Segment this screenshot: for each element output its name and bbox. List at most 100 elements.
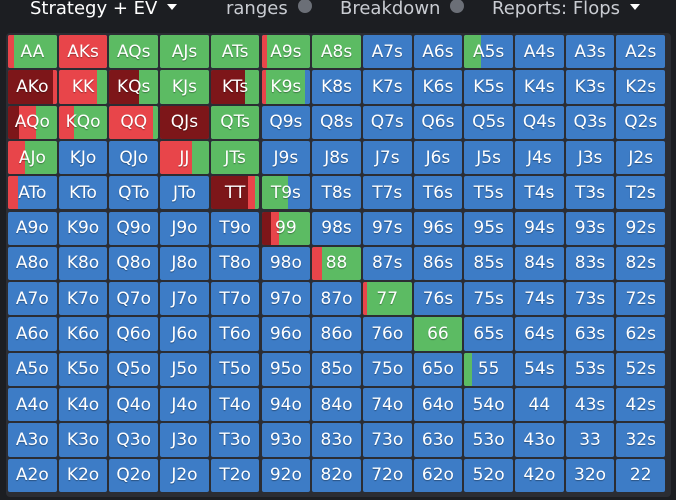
hand-cell[interactable]: 92o (261, 458, 311, 492)
hand-cell[interactable]: 74s (515, 282, 564, 316)
hand-cell[interactable]: T9o (210, 211, 260, 245)
hand-cell[interactable]: 96s (413, 211, 463, 245)
hand-cell[interactable]: 66 (413, 317, 463, 351)
hand-cell[interactable]: AA (8, 35, 57, 69)
hand-cell[interactable]: J5s (464, 140, 513, 175)
hand-cell[interactable]: KJo (58, 140, 108, 175)
hand-cell[interactable]: 72o (362, 458, 412, 492)
hand-cell[interactable]: 44 (515, 388, 564, 422)
hand-cell[interactable]: A7o (8, 282, 57, 316)
hand-cell[interactable]: K3s (565, 70, 615, 104)
hand-cell[interactable]: 43o (515, 423, 564, 457)
hand-cell[interactable]: J6o (160, 317, 209, 351)
hand-cell[interactable]: 54s (515, 352, 564, 386)
tab-strategy-ev[interactable]: Strategy + EV (30, 0, 178, 24)
hand-cell[interactable]: 65o (413, 352, 463, 386)
hand-cell[interactable]: 75o (362, 352, 412, 386)
hand-cell[interactable]: 75s (464, 282, 513, 316)
hand-cell[interactable]: 42o (515, 458, 564, 492)
hand-cell[interactable]: T7o (210, 282, 260, 316)
hand-cell[interactable]: KQo (58, 105, 108, 139)
hand-cell[interactable]: J7o (160, 282, 209, 316)
hand-cell[interactable]: Q8o (109, 246, 159, 281)
hand-cell[interactable]: A6s (413, 35, 463, 69)
hand-cell[interactable]: 95s (464, 211, 513, 245)
hand-cell[interactable]: 72s (616, 282, 666, 316)
hand-cell[interactable]: K7s (362, 70, 412, 104)
hand-cell[interactable]: J8s (312, 140, 361, 175)
hand-cell[interactable]: QJs (160, 105, 209, 139)
hand-cell[interactable]: J2s (616, 140, 666, 175)
hand-cell[interactable]: Q5o (109, 352, 159, 386)
hand-cell[interactable]: 76s (413, 282, 463, 316)
hand-cell[interactable]: 83o (312, 423, 361, 457)
hand-cell[interactable]: KTs (210, 70, 260, 104)
hand-cell[interactable]: AKo (8, 70, 57, 104)
hand-cell[interactable]: T8s (312, 176, 361, 210)
hand-cell[interactable]: 65s (464, 317, 513, 351)
hand-cell[interactable]: 84s (515, 246, 564, 281)
hand-cell[interactable]: KJs (160, 70, 209, 104)
hand-cell[interactable]: 98s (312, 211, 361, 245)
hand-cell[interactable]: A3s (565, 35, 615, 69)
hand-cell[interactable]: 84o (312, 388, 361, 422)
hand-cell[interactable]: 52o (464, 458, 513, 492)
hand-cell[interactable]: ATs (210, 35, 260, 69)
hand-cell[interactable]: K9s (261, 70, 311, 104)
hand-cell[interactable]: JTo (160, 176, 209, 210)
hand-cell[interactable]: JJ (160, 140, 209, 175)
hand-cell[interactable]: 95o (261, 352, 311, 386)
hand-cell[interactable]: 94s (515, 211, 564, 245)
hand-cell[interactable]: T2s (616, 176, 666, 210)
hand-cell[interactable]: KQs (109, 70, 159, 104)
hand-cell[interactable]: Q6o (109, 317, 159, 351)
hand-cell[interactable]: 96o (261, 317, 311, 351)
hand-cell[interactable]: 64o (413, 388, 463, 422)
hand-cell[interactable]: J3o (160, 423, 209, 457)
hand-cell[interactable]: 88 (312, 246, 361, 281)
hand-cell[interactable]: A2s (616, 35, 666, 69)
hand-cell[interactable]: 54o (464, 388, 513, 422)
hand-cell[interactable]: 82o (312, 458, 361, 492)
hand-cell[interactable]: J6s (413, 140, 463, 175)
hand-cell[interactable]: K8o (58, 246, 108, 281)
hand-cell[interactable]: Q4s (515, 105, 564, 139)
hand-cell[interactable]: T5o (210, 352, 260, 386)
hand-cell[interactable]: Q6s (413, 105, 463, 139)
hand-cell[interactable]: T8o (210, 246, 260, 281)
hand-cell[interactable]: 85o (312, 352, 361, 386)
hand-cell[interactable]: 73o (362, 423, 412, 457)
hand-cell[interactable]: 93o (261, 423, 311, 457)
hand-cell[interactable]: 76o (362, 317, 412, 351)
hand-cell[interactable]: 92s (616, 211, 666, 245)
tab-breakdown[interactable]: Breakdown (340, 0, 465, 24)
hand-cell[interactable]: 74o (362, 388, 412, 422)
hand-cell[interactable]: 93s (565, 211, 615, 245)
hand-cell[interactable]: 83s (565, 246, 615, 281)
hand-cell[interactable]: QTs (210, 105, 260, 139)
hand-cell[interactable]: A9o (8, 211, 57, 245)
hand-cell[interactable]: K2o (58, 458, 108, 492)
hand-cell[interactable]: J4s (515, 140, 564, 175)
hand-cell[interactable]: K7o (58, 282, 108, 316)
info-icon[interactable] (297, 0, 312, 13)
hand-cell[interactable]: K4s (515, 70, 564, 104)
hand-cell[interactable]: A2o (8, 458, 57, 492)
hand-cell[interactable]: KK (58, 70, 108, 104)
hand-cell[interactable]: K2s (616, 70, 666, 104)
hand-cell[interactable]: TT (210, 176, 260, 210)
tab-ranges[interactable]: ranges (226, 0, 312, 24)
hand-cell[interactable]: QTo (109, 176, 159, 210)
hand-cell[interactable]: 63o (413, 423, 463, 457)
hand-cell[interactable]: J9s (261, 140, 311, 175)
hand-cell[interactable]: T2o (210, 458, 260, 492)
hand-cell[interactable]: A4s (515, 35, 564, 69)
hand-cell[interactable]: 22 (616, 458, 666, 492)
hand-cell[interactable]: Q7o (109, 282, 159, 316)
hand-cell[interactable]: T4s (515, 176, 564, 210)
hand-cell[interactable]: A8s (312, 35, 361, 69)
hand-cell[interactable]: KTo (58, 176, 108, 210)
hand-cell[interactable]: Q2s (616, 105, 666, 139)
hand-cell[interactable]: 87o (312, 282, 361, 316)
hand-cell[interactable]: A6o (8, 317, 57, 351)
